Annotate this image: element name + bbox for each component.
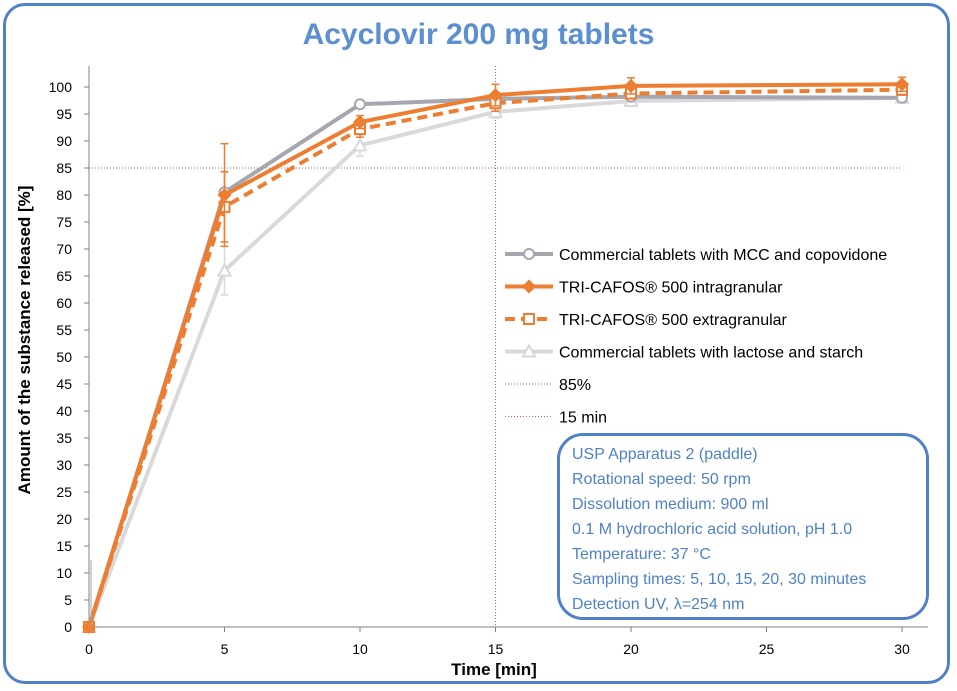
note-line: Temperature: 37 °C xyxy=(572,546,711,563)
axes: 0510152025303540455055606570758085909510… xyxy=(49,66,928,657)
method-notes-box: USP Apparatus 2 (paddle) Rotational speed… xyxy=(557,433,929,620)
x-tick-label: 15 xyxy=(488,641,504,657)
x-axis-label: Time [min] xyxy=(451,660,537,679)
chart-title: Acyclovir 200 mg tablets xyxy=(302,18,655,51)
legend-label: Commercial tablets with MCC and copovido… xyxy=(559,247,887,264)
x-tick-label: 20 xyxy=(623,641,639,657)
data-point xyxy=(488,88,503,103)
y-tick-label: 10 xyxy=(56,565,72,581)
y-tick-label: 85 xyxy=(56,160,72,176)
legend-label: TRI-CAFOS® 500 extragranular xyxy=(559,312,788,329)
legend-marker xyxy=(521,343,537,358)
note-line: Rotational speed: 50 rpm xyxy=(572,471,751,488)
data-point xyxy=(354,98,366,111)
y-tick-label: 0 xyxy=(64,619,72,635)
data-point xyxy=(894,77,910,92)
legend-marker xyxy=(521,279,537,294)
data-point xyxy=(352,115,368,130)
y-tick-label: 100 xyxy=(49,79,73,95)
y-tick-label: 20 xyxy=(56,511,72,527)
y-tick-label: 60 xyxy=(56,295,72,311)
x-tick-label: 25 xyxy=(759,641,775,657)
y-tick-label: 95 xyxy=(56,106,72,122)
y-tick-label: 30 xyxy=(56,457,72,473)
data-point xyxy=(623,78,639,93)
note-line: Sampling times: 5, 10, 15, 20, 30 minute… xyxy=(572,571,867,588)
data-point xyxy=(217,187,232,203)
y-tick-label: 80 xyxy=(56,187,72,203)
y-tick-label: 45 xyxy=(56,376,72,392)
series-line xyxy=(87,87,903,628)
y-axis-label: Amount of the substance released [%] xyxy=(15,186,34,495)
legend-marker xyxy=(523,248,535,260)
note-line: Dissolution medium: 900 ml xyxy=(572,496,769,513)
series-line xyxy=(87,82,903,628)
legend-label: TRI-CAFOS® 500 intragranular xyxy=(559,280,783,297)
data-point xyxy=(216,262,233,277)
x-tick-label: 10 xyxy=(352,641,368,657)
note-line: 0.1 M hydrochloric acid solution, pH 1.0 xyxy=(572,521,853,538)
note-line: Detection UV, λ=254 nm xyxy=(572,596,745,613)
series-layer xyxy=(81,76,910,635)
legend-marker xyxy=(523,313,535,325)
y-tick-label: 15 xyxy=(56,538,72,554)
series-2 xyxy=(81,76,910,635)
y-tick-label: 5 xyxy=(64,592,72,608)
x-tick-label: 0 xyxy=(85,641,93,657)
note-line: USP Apparatus 2 (paddle) xyxy=(572,446,758,463)
y-tick-label: 70 xyxy=(56,241,72,257)
legend-label: Commercial tablets with lactose and star… xyxy=(559,345,863,362)
y-tick-label: 90 xyxy=(56,133,72,149)
y-tick-label: 55 xyxy=(56,322,72,338)
series-line xyxy=(87,95,903,628)
y-tick-label: 25 xyxy=(56,484,72,500)
legend: Commercial tablets with MCC and copovido… xyxy=(505,247,887,427)
y-tick-label: 65 xyxy=(56,268,72,284)
data-point xyxy=(81,619,97,635)
legend-label: 15 min xyxy=(559,410,607,427)
x-tick-label: 5 xyxy=(221,641,229,657)
y-tick-label: 75 xyxy=(56,214,72,230)
y-tick-label: 50 xyxy=(56,349,72,365)
x-tick-label: 30 xyxy=(894,641,910,657)
data-point xyxy=(352,137,368,152)
y-tick-label: 40 xyxy=(56,403,72,419)
legend-label: 85% xyxy=(559,377,591,394)
y-tick-label: 35 xyxy=(56,430,72,446)
